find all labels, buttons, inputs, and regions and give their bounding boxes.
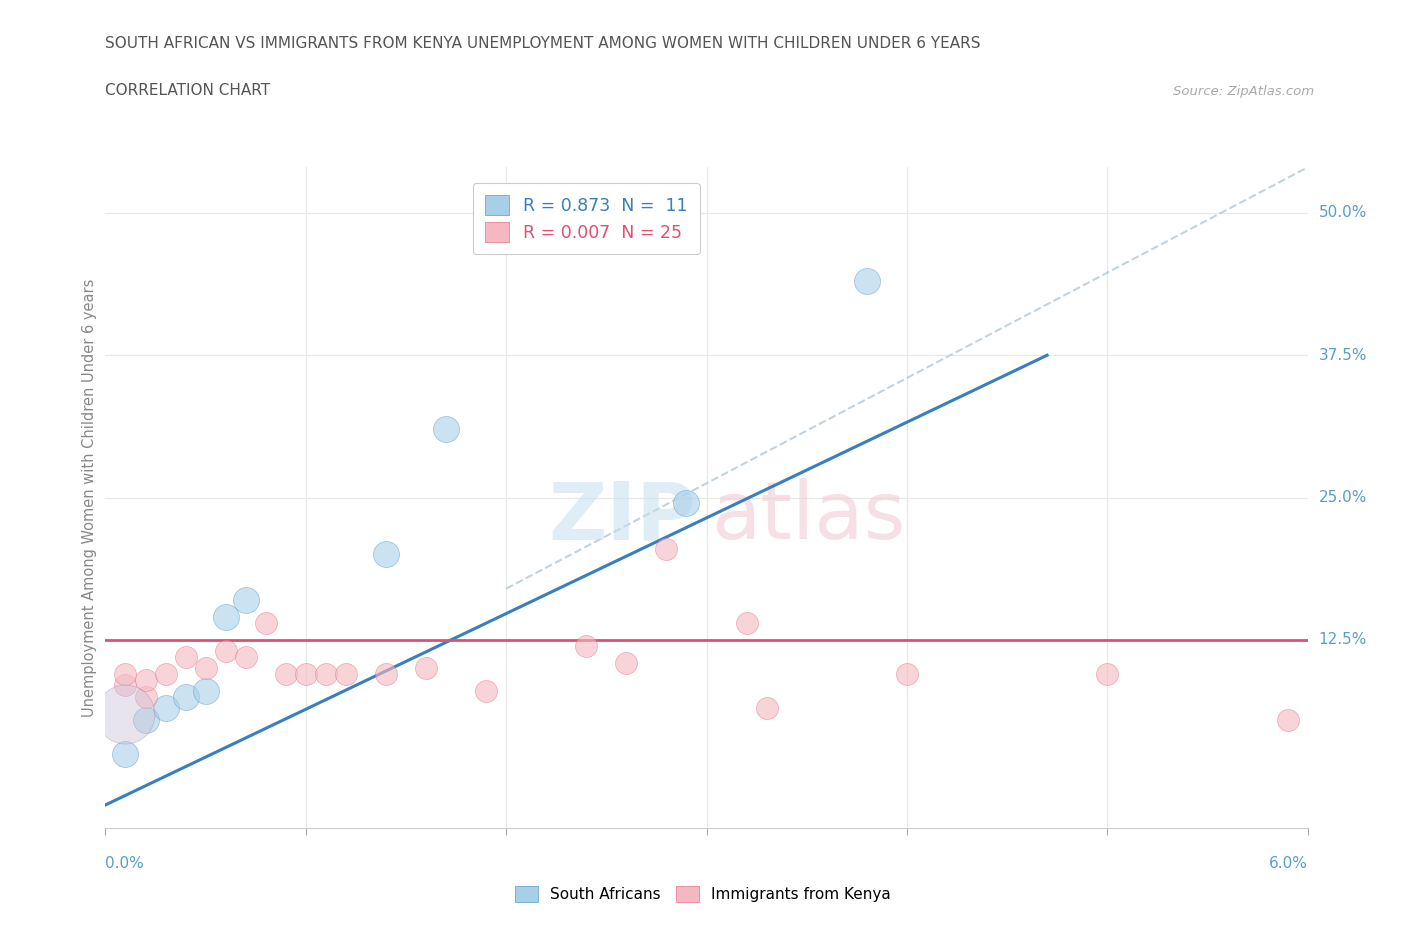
- Point: [114, 707, 136, 722]
- Point: [1097, 667, 1119, 682]
- Legend: South Africans, Immigrants from Kenya: South Africans, Immigrants from Kenya: [509, 880, 897, 909]
- Point: [155, 700, 177, 715]
- Point: [135, 712, 157, 727]
- Point: [254, 616, 277, 631]
- Point: [675, 496, 697, 511]
- Point: [235, 592, 257, 607]
- Point: [114, 746, 136, 761]
- Text: ZIP: ZIP: [548, 478, 696, 556]
- Point: [374, 547, 398, 562]
- Point: [374, 667, 398, 682]
- Text: 0.0%: 0.0%: [105, 857, 145, 871]
- Point: [194, 684, 217, 698]
- Text: Source: ZipAtlas.com: Source: ZipAtlas.com: [1174, 85, 1315, 98]
- Point: [855, 273, 877, 288]
- Point: [575, 638, 598, 653]
- Text: CORRELATION CHART: CORRELATION CHART: [105, 83, 270, 98]
- Point: [194, 661, 217, 676]
- Point: [616, 656, 638, 671]
- Point: [434, 422, 457, 437]
- Point: [755, 700, 778, 715]
- Text: 6.0%: 6.0%: [1268, 857, 1308, 871]
- Point: [475, 684, 498, 698]
- Point: [135, 672, 157, 687]
- Point: [1277, 712, 1299, 727]
- Point: [315, 667, 337, 682]
- Text: 25.0%: 25.0%: [1319, 490, 1367, 505]
- Point: [114, 707, 136, 722]
- Text: 50.0%: 50.0%: [1319, 206, 1367, 220]
- Point: [214, 610, 236, 625]
- Text: 37.5%: 37.5%: [1319, 348, 1367, 363]
- Point: [896, 667, 918, 682]
- Point: [735, 616, 758, 631]
- Y-axis label: Unemployment Among Women with Children Under 6 years: Unemployment Among Women with Children U…: [82, 278, 97, 717]
- Legend: R = 0.873  N =  11, R = 0.007  N = 25: R = 0.873 N = 11, R = 0.007 N = 25: [472, 182, 700, 254]
- Point: [214, 644, 236, 658]
- Point: [174, 649, 197, 664]
- Point: [155, 667, 177, 682]
- Text: atlas: atlas: [711, 478, 905, 556]
- Point: [114, 667, 136, 682]
- Point: [235, 649, 257, 664]
- Point: [274, 667, 297, 682]
- Text: 12.5%: 12.5%: [1319, 632, 1367, 647]
- Point: [415, 661, 437, 676]
- Point: [335, 667, 357, 682]
- Point: [135, 689, 157, 704]
- Point: [655, 541, 678, 556]
- Point: [174, 689, 197, 704]
- Point: [114, 678, 136, 693]
- Text: SOUTH AFRICAN VS IMMIGRANTS FROM KENYA UNEMPLOYMENT AMONG WOMEN WITH CHILDREN UN: SOUTH AFRICAN VS IMMIGRANTS FROM KENYA U…: [105, 36, 981, 51]
- Point: [295, 667, 318, 682]
